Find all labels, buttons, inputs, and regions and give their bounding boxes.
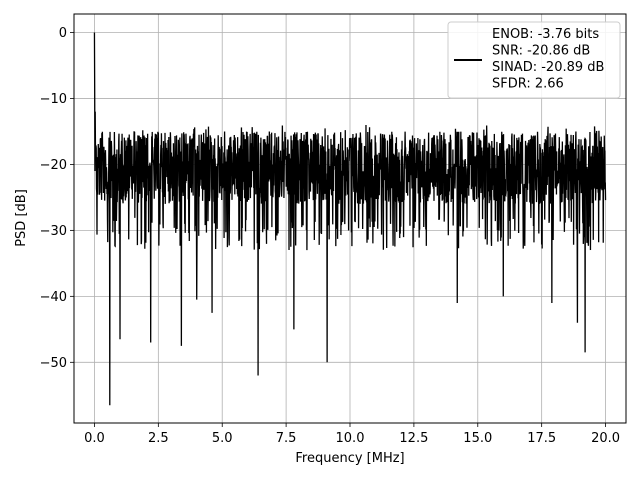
x-tick-label: 15.0 <box>463 431 492 446</box>
x-tick-label: 17.5 <box>527 431 556 446</box>
x-tick-label: 7.5 <box>276 431 297 446</box>
legend-entry-line: SINAD: -20.89 dB <box>492 60 604 75</box>
y-tick-label: −30 <box>40 224 67 239</box>
y-tick-label: −10 <box>40 92 67 107</box>
y-tick-label: 0 <box>59 26 67 41</box>
x-tick-label: 12.5 <box>399 431 428 446</box>
y-tick-label: −50 <box>40 356 67 371</box>
x-axis-label: Frequency [MHz] <box>295 451 404 466</box>
y-axis-label: PSD [dB] <box>14 189 29 247</box>
x-tick-label: 10.0 <box>336 431 365 446</box>
legend-entry-line: ENOB: -3.76 bits <box>492 27 599 42</box>
ticks: 0.0 2.5 5.0 7.5 10.0 12.5 15.0 17.5 20.0 0 −10 −20 −… <box>40 26 620 446</box>
x-tick-label: 5.0 <box>212 431 233 446</box>
x-tick-label: 20.0 <box>591 431 620 446</box>
legend-box <box>447 21 621 99</box>
legend-entry-line: SFDR: 2.66 <box>492 77 564 92</box>
psd-series-line <box>93 32 607 406</box>
y-tick-label: −40 <box>40 290 67 305</box>
x-tick-label: 2.5 <box>148 431 169 446</box>
legend-entry-line: SNR: -20.86 dB <box>492 44 590 59</box>
x-tick-label: 0.0 <box>84 431 105 446</box>
series-group <box>93 32 607 406</box>
y-tick-label: −20 <box>40 158 67 173</box>
